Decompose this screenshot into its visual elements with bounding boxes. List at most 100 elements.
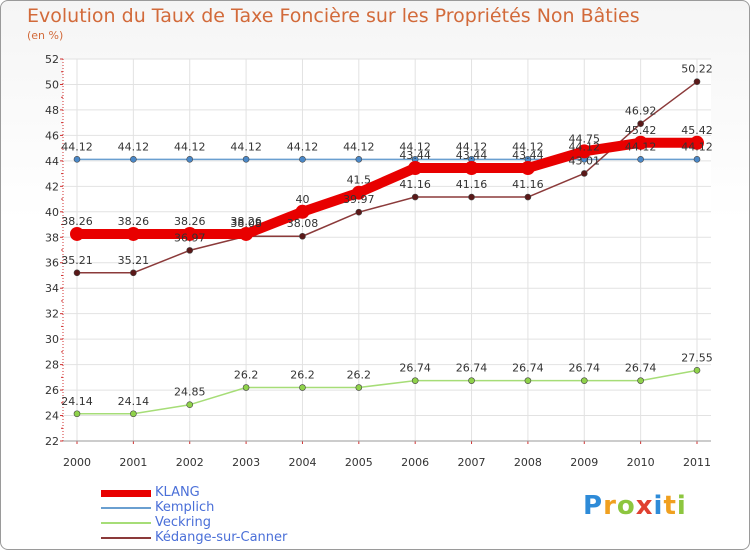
logo-letter: P — [583, 491, 604, 521]
data-label-k-dange-sur-canner: 38.08 — [230, 217, 262, 230]
y-tick-label: 42 — [45, 180, 59, 193]
data-label-kemplich: 44.12 — [343, 140, 375, 153]
legend-label-veckring: Veckring — [155, 515, 212, 530]
logo-letter: o — [616, 491, 636, 521]
y-tick-label: 44 — [45, 155, 59, 168]
data-label-kemplich: 44.12 — [118, 140, 150, 153]
x-tick-label: 2004 — [288, 456, 316, 469]
data-label-klang: 45.42 — [625, 124, 657, 137]
data-point-veckring — [637, 377, 644, 384]
data-point-k-dange-sur-canner — [411, 193, 419, 201]
x-tick-label: 2011 — [683, 456, 711, 469]
unit-label: (en %) — [27, 29, 64, 42]
data-label-k-dange-sur-canner: 41.16 — [399, 178, 431, 191]
data-label-klang: 41.5 — [347, 174, 372, 187]
data-label-kemplich: 44.12 — [230, 140, 262, 153]
x-tick-label: 2006 — [401, 456, 429, 469]
data-label-kemplich: 44.12 — [681, 140, 713, 153]
data-point-kemplich — [73, 156, 81, 163]
data-point-k-dange-sur-canner — [73, 269, 81, 277]
data-point-veckring — [242, 384, 250, 391]
data-point-veckring — [73, 410, 81, 418]
legend-label-k-dange-sur-canner: Kédange-sur-Canner — [155, 530, 288, 545]
data-label-kemplich: 44.12 — [625, 140, 657, 153]
series-line-k-dange-sur-canner — [77, 81, 698, 274]
legend-label-kemplich: Kemplich — [155, 500, 215, 515]
data-point-k-dange-sur-canner — [693, 78, 701, 85]
data-label-klang: 43.44 — [399, 149, 431, 162]
data-label-kemplich: 44.12 — [174, 140, 206, 153]
data-label-klang: 38.26 — [174, 215, 206, 228]
x-tick-label: 2010 — [627, 456, 655, 469]
data-label-klang: 40 — [295, 193, 309, 206]
data-point-veckring — [580, 377, 588, 384]
data-label-veckring: 24.85 — [174, 386, 206, 399]
data-label-veckring: 26.74 — [625, 362, 657, 375]
data-label-veckring: 24.14 — [61, 395, 93, 408]
data-label-veckring: 26.2 — [234, 369, 259, 382]
data-point-k-dange-sur-canner — [299, 232, 306, 240]
data-label-kemplich: 44.12 — [287, 140, 319, 153]
legend-swatch-veckring — [101, 522, 151, 524]
data-point-k-dange-sur-canner — [355, 208, 363, 216]
data-point-k-dange-sur-canner — [637, 120, 644, 127]
data-label-k-dange-sur-canner: 41.16 — [456, 178, 488, 191]
data-label-veckring: 26.74 — [512, 362, 544, 375]
data-point-kemplich — [130, 156, 137, 163]
logo-letter: t — [663, 491, 677, 521]
data-label-k-dange-sur-canner: 36.97 — [174, 231, 206, 244]
legend-item-k-dange-sur-canner: Kédange-sur-Canner — [101, 530, 421, 545]
data-label-k-dange-sur-canner: 46.92 — [625, 105, 657, 118]
y-tick-label: 50 — [45, 78, 59, 91]
x-tick-label: 2002 — [176, 456, 204, 469]
data-label-klang: 44.75 — [569, 132, 601, 145]
y-tick-label: 38 — [45, 231, 59, 244]
data-label-k-dange-sur-canner: 43.01 — [569, 154, 601, 167]
x-tick-label: 2003 — [232, 456, 260, 469]
data-point-k-dange-sur-canner — [524, 193, 532, 201]
data-point-k-dange-sur-canner — [130, 269, 137, 277]
y-tick-label: 22 — [45, 435, 59, 448]
data-label-kemplich: 44.12 — [399, 140, 431, 153]
logo-letter: x — [635, 491, 654, 521]
data-label-kemplich: 44.12 — [456, 140, 488, 153]
data-point-veckring — [693, 367, 701, 374]
data-point-klang — [70, 226, 84, 241]
legend-item-veckring: Veckring — [101, 515, 421, 530]
data-point-kemplich — [693, 156, 701, 163]
data-point-klang — [520, 160, 535, 175]
data-label-veckring: 27.55 — [681, 351, 713, 364]
data-label-k-dange-sur-canner: 38.08 — [287, 217, 319, 230]
data-point-veckring — [130, 410, 137, 418]
logo-letter: r — [603, 491, 617, 521]
series-line-klang — [77, 137, 697, 239]
data-label-veckring: 24.14 — [118, 395, 150, 408]
data-point-veckring — [524, 377, 532, 384]
data-point-veckring — [468, 377, 475, 384]
data-point-veckring — [299, 384, 306, 391]
data-point-veckring — [355, 384, 363, 391]
data-point-k-dange-sur-canner — [468, 193, 475, 201]
y-tick-label: 52 — [45, 53, 59, 66]
y-tick-label: 26 — [45, 384, 59, 397]
data-point-klang — [182, 226, 197, 241]
x-tick-label: 2001 — [119, 456, 147, 469]
data-point-klang — [126, 226, 141, 241]
legend-label-klang: KLANG — [155, 485, 200, 500]
y-tick-label: 30 — [45, 333, 59, 346]
series-line-veckring — [77, 369, 698, 415]
data-label-kemplich: 44.12 — [61, 140, 93, 153]
data-point-veckring — [411, 377, 419, 384]
data-point-kemplich — [355, 156, 363, 163]
y-tick-label: 46 — [45, 129, 59, 142]
data-label-klang: 38.26 — [61, 215, 93, 228]
data-point-klang — [295, 204, 310, 219]
data-point-klang — [633, 135, 648, 150]
legend-swatch-klang — [101, 490, 151, 497]
proxiti-logo: Proxiti — [583, 491, 687, 521]
data-label-klang: 38.26 — [118, 215, 150, 228]
data-label-klang: 38.26 — [230, 215, 262, 228]
chart-title: Evolution du Taux de Taxe Foncière sur l… — [27, 5, 640, 27]
